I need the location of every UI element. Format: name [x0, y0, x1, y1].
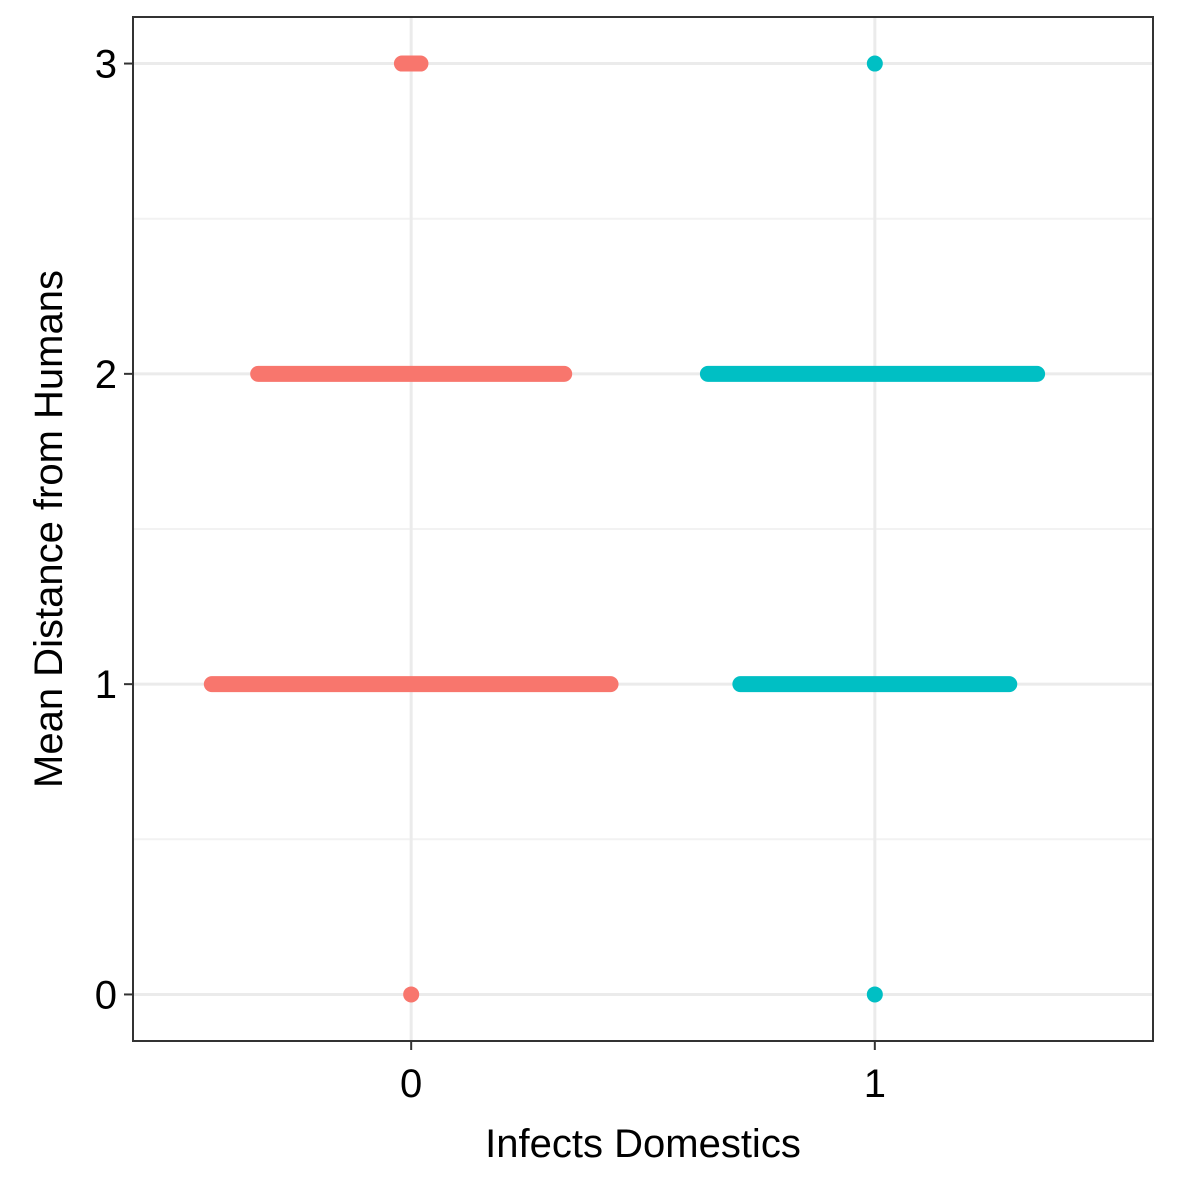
- panel-border: [132, 16, 1154, 1042]
- y-tick-label: 2: [95, 353, 117, 397]
- axes: 0 1 2 3 0 1: [95, 43, 886, 1106]
- x-axis-title: Infects Domestics: [485, 1122, 801, 1166]
- y-tick-label: 1: [95, 663, 117, 707]
- y-tick-label: 3: [95, 43, 117, 87]
- x-tick-label: 0: [400, 1062, 422, 1106]
- y-tick-label: 0: [95, 973, 117, 1017]
- x-tick-label: 1: [864, 1062, 886, 1106]
- marks: [203, 55, 1046, 1003]
- y-axis-title: Mean Distance from Humans: [27, 270, 71, 788]
